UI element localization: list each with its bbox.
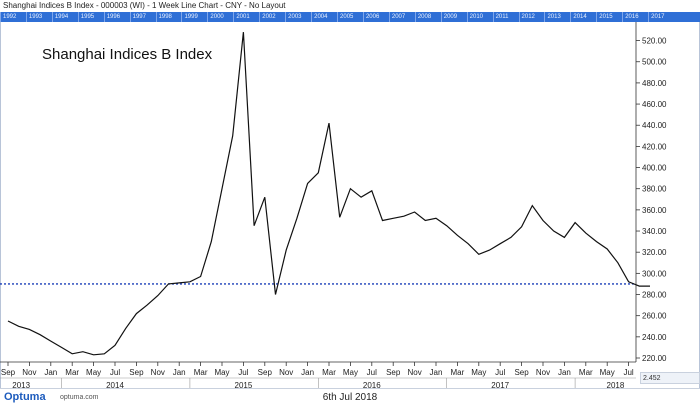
year-cell-2005[interactable]: 2005 [337,12,363,22]
x-tick-label-19: Nov [407,368,421,377]
y-tick-label-500: 500.00 [642,58,667,67]
x-tick-label-18: Sep [386,368,401,377]
x-tick-label-0: Sep [1,368,16,377]
year-cell-2014[interactable]: 2014 [570,12,596,22]
x-tick-label-16: May [343,368,358,377]
x-tick-label-8: Jan [173,368,186,377]
year-cell-2012[interactable]: 2012 [518,12,545,22]
year-label-2018: 2018 [607,381,625,390]
x-tick-label-7: Nov [151,368,165,377]
x-tick-label-13: Nov [279,368,293,377]
year-cell-2006[interactable]: 2006 [362,12,389,22]
year-label-2016: 2016 [363,381,381,390]
year-cell-2003[interactable]: 2003 [285,12,311,22]
x-tick-label-29: Jul [623,368,633,377]
optuma-logo: Optuma [4,391,46,403]
year-cell-1994[interactable]: 1994 [51,12,78,22]
x-tick-label-4: May [86,368,101,377]
y-tick-label-240: 240.00 [642,333,667,342]
x-tick-label-22: May [471,368,486,377]
y-tick-label-400: 400.00 [642,164,667,173]
year-label-2015: 2015 [235,381,253,390]
year-label-2014: 2014 [106,381,124,390]
year-cell-2010[interactable]: 2010 [466,12,493,22]
year-cell-2004[interactable]: 2004 [311,12,337,22]
y-tick-label-340: 340.00 [642,227,667,236]
y-tick-label-480: 480.00 [642,79,667,88]
year-cell-1993[interactable]: 1993 [25,12,52,22]
year-cell-1998[interactable]: 1998 [155,12,182,22]
y-tick-label-280: 280.00 [642,291,667,300]
year-cell-2009[interactable]: 2009 [440,12,467,22]
year-cell-1999[interactable]: 1999 [181,12,207,22]
x-tick-label-2: Jan [44,368,57,377]
footer-bar: Optuma optuma.com 6th Jul 2018 [0,388,700,407]
y-tick-label-220: 220.00 [642,354,667,363]
x-tick-label-12: Sep [258,368,273,377]
x-tick-label-25: Nov [536,368,550,377]
x-tick-label-1: Nov [22,368,36,377]
year-cell-2013[interactable]: 2013 [544,12,570,22]
x-tick-label-14: Jan [301,368,314,377]
x-tick-label-27: Mar [579,368,593,377]
year-cell-2016[interactable]: 2016 [622,12,648,22]
x-tick-label-24: Sep [514,368,529,377]
year-label-2013: 2013 [12,381,30,390]
scale-value-badge[interactable]: 2.452 [640,372,700,384]
year-label-2017: 2017 [491,381,509,390]
y-tick-label-420: 420.00 [642,142,667,151]
x-tick-label-21: Mar [451,368,465,377]
y-axis: 220.00 240.00 260.00 280.00 300.00 320.00 340.… [635,22,667,363]
x-tick-label-20: Jan [430,368,443,377]
y-tick-label-360: 360.00 [642,206,667,215]
y-tick-label-380: 380.00 [642,185,667,194]
y-tick-label-300: 300.00 [642,269,667,278]
x-tick-label-17: Jul [367,368,377,377]
year-cell-1992[interactable]: 1992 [0,12,26,22]
x-tick-label-23: Jul [495,368,505,377]
year-navigator-band[interactable]: 1992 1993 1994 1995 1996 1997 1998 1999 2000 2001… [0,12,700,22]
year-cell-1995[interactable]: 1995 [77,12,104,22]
y-tick-label-520: 520.00 [642,37,667,46]
year-cell-1997[interactable]: 1997 [129,12,156,22]
x-tick-label-9: Mar [194,368,208,377]
year-cell-2001[interactable]: 2001 [233,12,259,22]
x-tick-label-10: May [214,368,229,377]
x-axis: Sep Nov Jan Mar May Jul Sep Nov Jan Mar May Jul Sep N… [0,361,636,390]
year-cell-2007[interactable]: 2007 [388,12,415,22]
x-tick-label-11: Jul [238,368,248,377]
year-cell-1996[interactable]: 1996 [103,12,130,22]
footer-date: 6th Jul 2018 [322,392,378,403]
y-tick-label-260: 260.00 [642,312,667,321]
x-tick-label-26: Jan [558,368,571,377]
window-title: Shanghai Indices B Index - 000003 (WI) -… [0,0,700,12]
x-tick-label-15: Mar [322,368,336,377]
year-cell-2017[interactable]: 2017 [648,12,674,22]
year-cell-2008[interactable]: 2008 [414,12,441,22]
year-cell-2002[interactable]: 2002 [259,12,285,22]
year-cell-2015[interactable]: 2015 [596,12,622,22]
x-tick-label-3: Mar [65,368,79,377]
y-tick-label-320: 320.00 [642,248,667,257]
y-tick-label-440: 440.00 [642,121,667,130]
y-tick-label-460: 460.00 [642,100,667,109]
x-tick-label-5: Jul [110,368,120,377]
chart-title: Shanghai Indices B Index [42,46,213,63]
year-cell-2000[interactable]: 2000 [207,12,233,22]
year-cell-2011[interactable]: 2011 [492,12,519,22]
x-tick-label-6: Sep [129,368,144,377]
series-line-shanghai-b-index [7,32,650,356]
optuma-url: optuma.com [60,394,99,401]
x-tick-label-28: May [600,368,615,377]
